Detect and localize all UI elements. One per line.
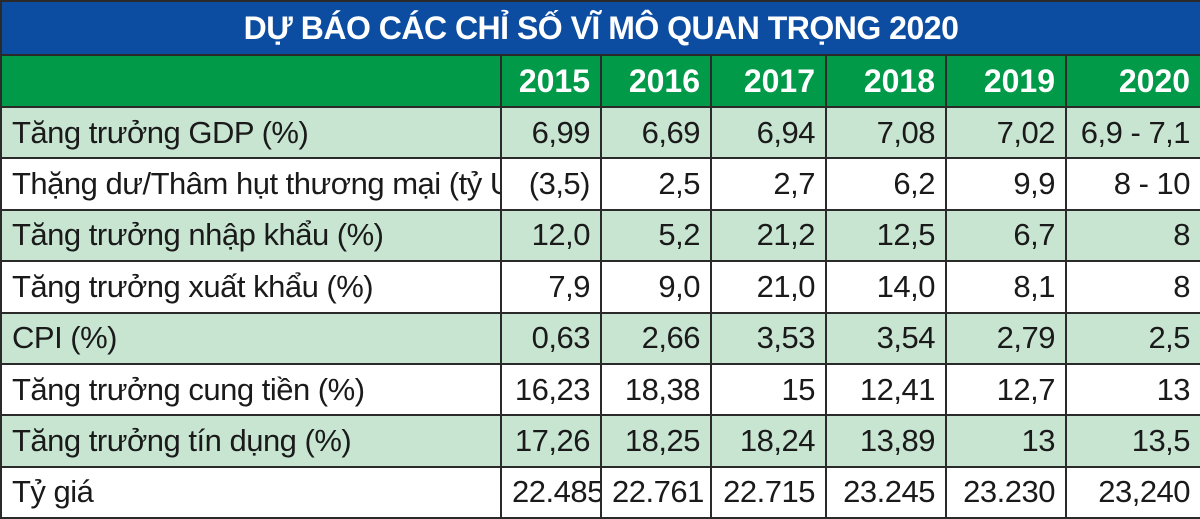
cell-value: 2,79: [945, 311, 1067, 365]
column-header-2019: 2019: [945, 54, 1067, 108]
cell-value: 13,5: [1064, 414, 1200, 468]
cell-value: 8 - 10: [1064, 157, 1200, 211]
header-blank: [0, 54, 502, 108]
table-row: Tăng trưởng tín dụng (%) 17,26 18,25 18,24 1…: [0, 414, 1200, 468]
header-row: 2015 2016 2017 2018 2019 2020: [0, 54, 1200, 108]
cell-value: 23,240: [1064, 465, 1200, 519]
cell-value: 9,9: [945, 157, 1067, 211]
cell-value: 3,53: [710, 311, 827, 365]
cell-value: 15: [710, 362, 827, 417]
column-header-2020: 2020: [1064, 54, 1200, 108]
table-row: Tăng trưởng xuất khẩu (%) 7,9 9,0 21,0 14,0 8…: [0, 260, 1200, 314]
table-title: DỰ BÁO CÁC CHỈ SỐ VĨ MÔ QUAN TRỌNG 2020: [0, 0, 1200, 56]
row-label: CPI (%): [0, 311, 502, 365]
cell-value: 23.245: [825, 465, 947, 519]
cell-value: 7,08: [825, 105, 947, 160]
cell-value: 22.485: [500, 465, 602, 519]
cell-value: 12,0: [500, 208, 602, 263]
cell-value: 17,26: [500, 414, 602, 468]
cell-value: 8,1: [945, 260, 1067, 314]
row-label: Thặng dư/Thâm hụt thương mại (tỷ USD): [0, 157, 502, 211]
table-body: Tăng trưởng GDP (%) 6,99 6,69 6,94 7,08 7,02 6…: [0, 105, 1200, 519]
cell-value: 7,9: [500, 260, 602, 314]
cell-value: 18,38: [600, 362, 712, 417]
row-label: Tăng trưởng xuất khẩu (%): [0, 260, 502, 314]
cell-value: 2,66: [600, 311, 712, 365]
row-label: Tỷ giá: [0, 465, 502, 519]
cell-value: 21,2: [710, 208, 827, 263]
cell-value: 13: [945, 414, 1067, 468]
cell-value: 2,5: [1064, 311, 1200, 365]
cell-value: 16,23: [500, 362, 602, 417]
row-label: Tăng trưởng cung tiền (%): [0, 362, 502, 417]
cell-value: 22.715: [710, 465, 827, 519]
cell-value: 8: [1064, 260, 1200, 314]
column-header-2018: 2018: [825, 54, 947, 108]
cell-value: 9,0: [600, 260, 712, 314]
row-label: Tăng trưởng nhập khẩu (%): [0, 208, 502, 263]
cell-value: 6,99: [500, 105, 602, 160]
cell-value: 23.230: [945, 465, 1067, 519]
cell-value: 6,69: [600, 105, 712, 160]
cell-value: 12,41: [825, 362, 947, 417]
cell-value: 2,7: [710, 157, 827, 211]
column-header-2017: 2017: [710, 54, 827, 108]
row-label: Tăng trưởng GDP (%): [0, 105, 502, 160]
cell-value: 6,9 - 7,1: [1064, 105, 1200, 160]
cell-value: 6,2: [825, 157, 947, 211]
row-label: Tăng trưởng tín dụng (%): [0, 414, 502, 468]
cell-value: 6,7: [945, 208, 1067, 263]
cell-value: 21,0: [710, 260, 827, 314]
cell-value: 18,24: [710, 414, 827, 468]
cell-value: 0,63: [500, 311, 602, 365]
cell-value: 18,25: [600, 414, 712, 468]
table-row: Tăng trưởng cung tiền (%) 16,23 18,38 15 12,…: [0, 362, 1200, 417]
table-row: Thặng dư/Thâm hụt thương mại (tỷ USD)(3,…: [0, 157, 1200, 211]
table-row: Tăng trưởng nhập khẩu (%) 12,0 5,2 21,2 12,5…: [0, 208, 1200, 263]
column-header-2015: 2015: [500, 54, 602, 108]
cell-value: 13: [1064, 362, 1200, 417]
cell-value: 8: [1064, 208, 1200, 263]
cell-value: 7,02: [945, 105, 1067, 160]
cell-value: 22.761: [600, 465, 712, 519]
cell-value: 6,94: [710, 105, 827, 160]
table-row: Tăng trưởng GDP (%) 6,99 6,69 6,94 7,08 7,02 6…: [0, 105, 1200, 160]
cell-value: (3,5): [500, 157, 602, 211]
cell-value: 2,5: [600, 157, 712, 211]
column-header-2016: 2016: [600, 54, 712, 108]
cell-value: 12,5: [825, 208, 947, 263]
table-row: Tỷ giá 22.485 22.761 22.715 23.245 23.230 23,2…: [0, 465, 1200, 519]
cell-value: 12,7: [945, 362, 1067, 417]
cell-value: 14,0: [825, 260, 947, 314]
cell-value: 5,2: [600, 208, 712, 263]
cell-value: 13,89: [825, 414, 947, 468]
table-row: CPI (%) 0,63 2,66 3,53 3,54 2,79 2,5: [0, 311, 1200, 365]
cell-value: 3,54: [825, 311, 947, 365]
